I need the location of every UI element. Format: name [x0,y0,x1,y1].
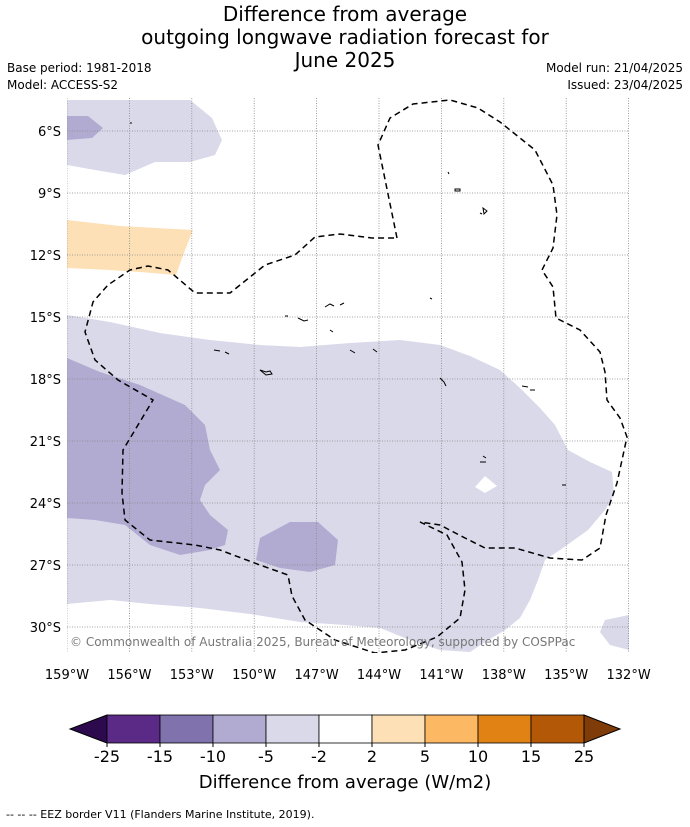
colorbar-bin [530,714,585,744]
lat-tick-label: 18°S [30,373,61,388]
lat-tick-label: 21°S [30,435,61,450]
anomaly-region-positive [67,220,193,275]
meta-right: Model run: 21/04/2025 Issued: 23/04/2025 [546,60,683,94]
colorbar-tick-label: -15 [147,747,173,766]
colorbar-tick-label: 25 [574,747,594,766]
map-panel [67,98,629,653]
colorbar-bin [159,714,214,744]
issued-label: Issued: 23/04/2025 [567,78,683,92]
anomaly-region-light-north [67,100,222,175]
latitude-labels: 6°S 9°S 12°S 15°S 18°S 21°S 24°S 27°S 30°S [30,125,61,636]
lat-tick-label: 9°S [38,187,61,202]
anomaly-region-medium-west [67,358,228,555]
base-period-label: Base period: 1981-2018 [7,61,152,75]
colorbar-bin [106,714,161,744]
colorbar-tick-label: -10 [200,747,226,766]
lon-tick-label: 141°W [419,668,463,683]
colorbar-bin [212,714,267,744]
model-run-label: Model run: 21/04/2025 [545,61,683,75]
lon-tick-label: 159°W [45,668,89,683]
colorbar-tick-label: 2 [367,747,377,766]
lat-tick-label: 30°S [30,621,61,636]
lon-tick-label: 144°W [357,668,401,683]
colorbar-bin [318,714,373,744]
lon-tick-label: 138°W [482,668,526,683]
island-coastlines [130,122,566,486]
lon-tick-label: 132°W [607,668,651,683]
colorbar-bin [424,714,479,744]
colorbar-bin [371,714,426,744]
title-line-1: Difference from average [222,2,468,26]
colorbar-tick-label: 15 [521,747,541,766]
lon-tick-label: 147°W [295,668,339,683]
colorbar: -25 -15 -10 -5 -2 2 5 10 15 25 [68,714,622,766]
chart-title: Difference from average outgoing longwav… [0,3,690,72]
longitude-labels: 159°W 156°W 153°W 150°W 147°W 144°W 141°W 138°W… [45,668,651,683]
title-line-2: outgoing longwave radiation forecast for [141,25,549,49]
model-label: Model: ACCESS-S2 [7,78,119,92]
title-line-3: June 2025 [294,48,396,72]
lat-tick-label: 15°S [30,311,61,326]
anomaly-region-light-main [67,315,614,652]
colorbar-extend-high [583,714,622,744]
colorbar-tick-label: -25 [94,747,120,766]
anomaly-region-neutral-gap [475,476,497,493]
lat-tick-label: 12°S [30,249,61,264]
colorbar-bin [477,714,532,744]
lat-tick-label: 6°S [38,125,61,140]
lat-tick-label: 24°S [30,497,61,512]
colorbar-tick-label: -5 [258,747,274,766]
lon-tick-label: 150°W [232,668,276,683]
anomaly-region-medium-central [256,522,338,572]
lon-tick-label: 135°W [544,668,588,683]
lon-tick-label: 153°W [170,668,214,683]
colorbar-label: Difference from average (W/m2) [199,772,491,793]
lon-tick-label: 156°W [107,668,151,683]
eez-footnote: -- -- -- EEZ border V11 (Flanders Marine… [6,808,315,821]
colorbar-bin [265,714,320,744]
anomaly-region-medium-nw [67,116,103,140]
colorbar-extend-low [68,714,108,744]
colorbar-tick-label: -2 [311,747,327,766]
meta-left: Base period: 1981-2018 Model: ACCESS-S2 [7,60,152,94]
lat-tick-label: 27°S [30,559,61,574]
colorbar-tick-label: 10 [468,747,488,766]
anomaly-region-light-corner [600,615,629,650]
colorbar-tick-label: 5 [420,747,430,766]
copyright-label: © Commonwealth of Australia 2025, Bureau… [70,635,575,649]
